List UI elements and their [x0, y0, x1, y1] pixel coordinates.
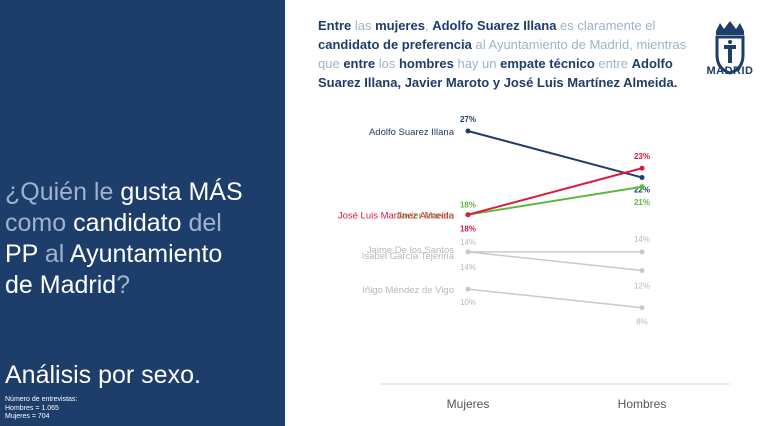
- sample-women: Mujeres = 704: [5, 413, 50, 420]
- series-line: [467, 185, 643, 216]
- series-line: [467, 167, 643, 216]
- sample-size-note: Número de entrevistas: Hombres = 1.065 M…: [5, 396, 77, 422]
- data-point: [639, 268, 645, 273]
- data-point: [639, 175, 645, 180]
- series-name-label: Iñigo Méndez de Vigo: [362, 285, 454, 296]
- sample-men: Hombres = 1.065: [5, 404, 59, 412]
- x-tick-label: Mujeres: [447, 397, 490, 411]
- data-point: [465, 212, 471, 218]
- series-name-label: Jaime De los Santos: [367, 245, 454, 256]
- series-line: [467, 251, 643, 272]
- x-tick-label: Hombres: [618, 397, 667, 411]
- question-title: ¿Quién le gusta MÁS como candidato del P…: [5, 178, 243, 299]
- series-name-label: Isabel García Tejerina: [362, 251, 455, 262]
- series-name-label: Adolfo Suarez Illana: [369, 127, 455, 138]
- series-name-label: Javier Maroto: [396, 211, 454, 222]
- series-line: [467, 288, 643, 309]
- data-label: 14%: [634, 235, 650, 244]
- series-line: [467, 130, 643, 179]
- data-label: 10%: [460, 298, 476, 307]
- madrid-logo-text: MADRID: [706, 65, 754, 77]
- data-label: 8%: [636, 318, 648, 327]
- data-point: [465, 128, 471, 134]
- series-name-label: José Luis Martínez Almeida: [338, 211, 455, 222]
- data-point: [639, 165, 645, 171]
- data-label: 18%: [460, 201, 476, 210]
- data-label: 21%: [634, 198, 650, 207]
- data-label: 12%: [634, 282, 650, 291]
- sample-title: Número de entrevistas:: [5, 396, 78, 403]
- left-panel: ¿Quién le gusta MÁS como candidato del P…: [0, 0, 285, 426]
- analysis-subtitle: Análisis por sexo.: [5, 361, 201, 389]
- data-point: [639, 249, 645, 255]
- gender-preference-chart: Mujeres Hombres Adolfo Suarez Illana 27% 22%…: [338, 115, 730, 411]
- data-label: 23%: [634, 152, 650, 161]
- data-point: [639, 184, 645, 190]
- data-point: [465, 286, 471, 292]
- data-point: [639, 305, 645, 311]
- data-label: 14%: [460, 263, 476, 272]
- data-point: [465, 249, 471, 255]
- data-label: 18%: [460, 225, 476, 234]
- data-label: 14%: [460, 238, 476, 247]
- data-label: 22%: [634, 186, 650, 195]
- headline-text: Entre las mujeres, Adolfo Suarez Illana …: [318, 18, 687, 90]
- madrid-coat-of-arms-icon: [715, 21, 745, 75]
- data-label: 27%: [460, 115, 476, 124]
